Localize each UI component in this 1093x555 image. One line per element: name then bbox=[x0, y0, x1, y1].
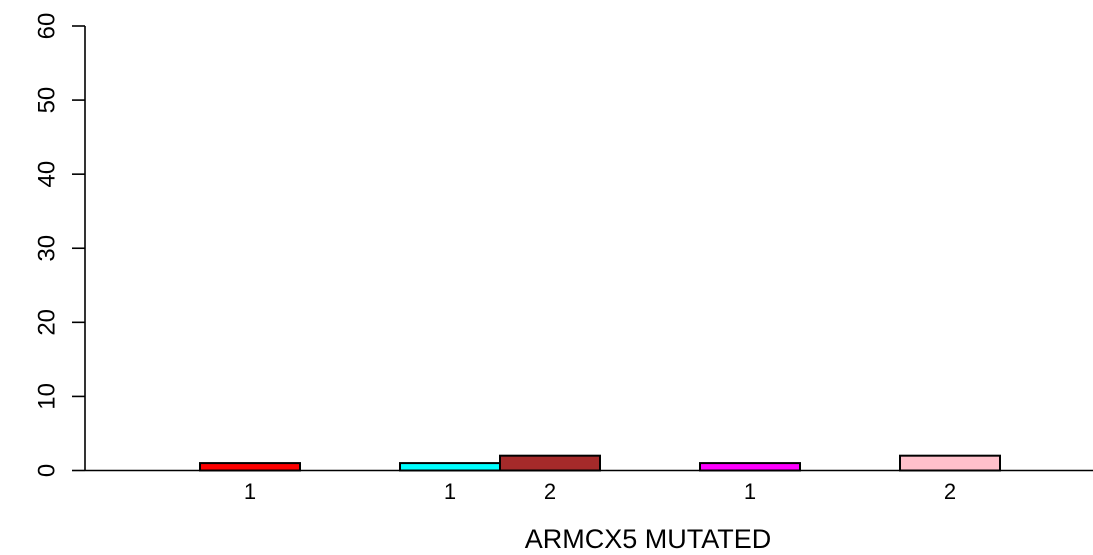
y-tick-label: 0 bbox=[33, 464, 60, 477]
bar-labels: 1 1 2 1 2 bbox=[244, 479, 956, 504]
bar-label: 1 bbox=[744, 479, 756, 504]
bar-label: 1 bbox=[244, 479, 256, 504]
y-tick-label: 20 bbox=[33, 309, 60, 336]
y-tick-label: 50 bbox=[33, 87, 60, 114]
y-axis: 0 10 20 30 40 50 60 bbox=[33, 13, 86, 477]
bar bbox=[499, 454, 601, 472]
bar-label: 2 bbox=[544, 479, 556, 504]
bar bbox=[199, 462, 301, 472]
bar bbox=[899, 454, 1001, 472]
y-tick-label: 10 bbox=[33, 383, 60, 410]
bar-label: 2 bbox=[944, 479, 956, 504]
bar bbox=[399, 462, 501, 472]
bar-label: 1 bbox=[444, 479, 456, 504]
bar bbox=[699, 462, 801, 472]
y-tick-label: 60 bbox=[33, 13, 60, 40]
x-axis-title: ARMCX5 MUTATED bbox=[525, 524, 772, 554]
y-tick-label: 30 bbox=[33, 235, 60, 262]
y-tick-label: 40 bbox=[33, 161, 60, 188]
bars bbox=[199, 454, 1001, 472]
